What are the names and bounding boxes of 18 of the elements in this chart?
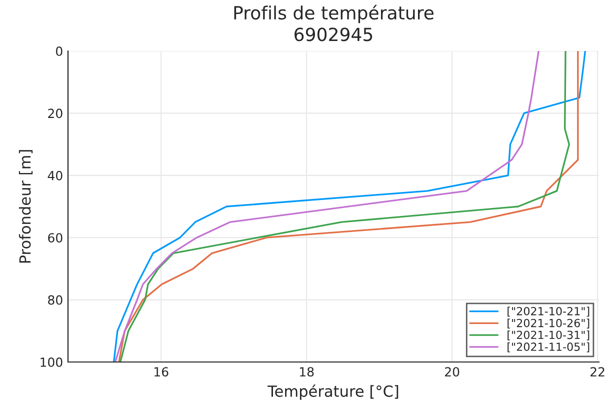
y-tick-label: 100 <box>40 357 62 367</box>
y-tick-label: 0 <box>56 46 62 56</box>
y-tick-label: 20 <box>48 108 62 118</box>
x-axis-title: Température [°C] <box>268 384 398 400</box>
legend-label: ["2021-10-31"] <box>508 330 590 340</box>
chart-title: Profils de température <box>234 4 434 24</box>
y-tick-label: 80 <box>48 295 62 305</box>
y-axis-title: Profondeur [m] <box>18 150 33 263</box>
chart-subtitle: 6902945 <box>294 28 372 42</box>
legend-label: ["2021-10-26"] <box>508 318 590 329</box>
x-tick-label: 20 <box>445 367 460 377</box>
y-tick-label: 40 <box>48 170 62 180</box>
x-tick-label: 22 <box>590 367 604 376</box>
y-tick-label: 60 <box>48 233 62 243</box>
legend-label: ["2021-11-05"] <box>508 342 590 352</box>
legend-label: ["2021-10-21"] <box>508 306 590 317</box>
x-tick-label: 18 <box>300 367 314 377</box>
x-tick-label: 16 <box>154 367 168 377</box>
